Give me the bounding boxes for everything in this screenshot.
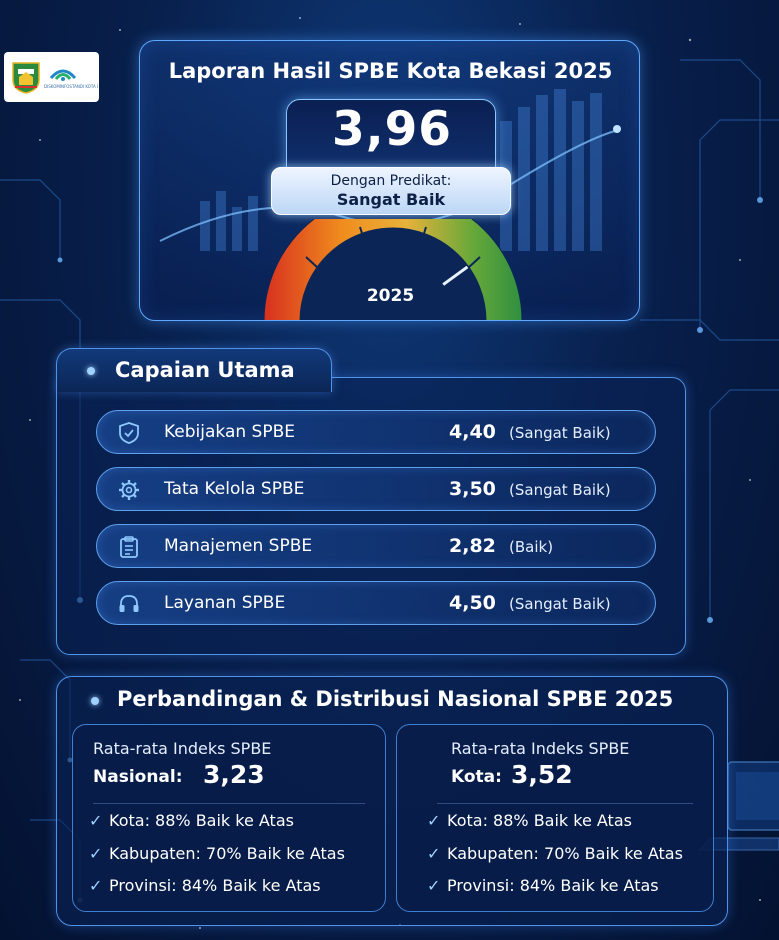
overall-score: 3,96 — [332, 102, 452, 157]
divider — [93, 803, 365, 804]
headset-icon — [119, 595, 139, 612]
divider — [437, 803, 693, 804]
capaian-tab: Capaian Utama — [56, 348, 332, 392]
list-item: ✓ Kabupaten: 70% Baik ke Atas — [427, 844, 683, 866]
capaian-name: Kebijakan SPBE — [164, 422, 296, 442]
list-item: ✓ Kota: 88% Baik ke Atas — [427, 811, 632, 833]
capaian-name: Layanan SPBE — [164, 593, 286, 613]
item-text: Provinsi: 84% Baik ke Atas — [109, 876, 321, 895]
check-icon: ✓ — [427, 844, 441, 863]
check-icon: ✓ — [89, 811, 103, 830]
card-label-sub: Nasional: — [93, 767, 183, 787]
predikat-label: Dengan Predikat: — [330, 173, 452, 189]
shield-check-icon — [119, 422, 139, 444]
item-text: Kota: 88% Baik ke Atas — [447, 811, 632, 830]
clipboard-icon — [120, 536, 138, 558]
tab-dot-icon — [87, 367, 95, 375]
comparison-card-nasional: Rata-rata Indeks SPBE Nasional: 3,23 ✓ Ko… — [72, 724, 386, 912]
capaian-predikat: (Baik) — [509, 538, 554, 556]
capaian-predikat: (Sangat Baik) — [509, 481, 611, 499]
card-value: 3,52 — [511, 760, 573, 789]
predikat-value: Sangat Baik — [336, 190, 446, 209]
comparison-card-kota: Rata-rata Indeks SPBE Kota: 3,52 ✓ Kota: … — [396, 724, 714, 912]
capaian-row-layanan: Layanan SPBE 4,50 (Sangat Baik) — [96, 581, 656, 625]
card-label-sub: Kota: — [451, 767, 502, 787]
capaian-score: 4,50 — [449, 592, 496, 614]
card-label: Rata-rata Indeks SPBE — [93, 739, 272, 758]
capaian-predikat: (Sangat Baik) — [509, 595, 611, 613]
capaian-row-tata-kelola: Tata Kelola SPBE 3,50 (Sangat Baik) — [96, 467, 656, 511]
gauge-needle — [442, 265, 469, 286]
capaian-name: Manajemen SPBE — [164, 536, 313, 556]
capaian-score: 3,50 — [449, 478, 496, 500]
capaian-name: Tata Kelola SPBE — [164, 479, 305, 499]
capaian-row-kebijakan: Kebijakan SPBE 4,40 (Sangat Baik) — [96, 410, 656, 454]
tab-dot-icon — [91, 697, 99, 705]
list-item: ✓ Provinsi: 84% Baik ke Atas — [427, 876, 659, 898]
list-item: ✓ Kabupaten: 70% Baik ke Atas — [89, 844, 345, 866]
list-item: ✓ Provinsi: 84% Baik ke Atas — [89, 876, 321, 898]
check-icon: ✓ — [427, 876, 441, 895]
capaian-predikat: (Sangat Baik) — [509, 424, 611, 442]
capaian-title: Capaian Utama — [115, 358, 295, 382]
summary-panel: Laporan Hasil SPBE Kota Bekasi 2025 3,96… — [139, 40, 640, 321]
card-value: 3,23 — [203, 760, 265, 789]
card-label: Rata-rata Indeks SPBE — [451, 739, 630, 758]
capaian-row-manajemen: Manajemen SPBE 2,82 (Baik) — [96, 524, 656, 568]
wifi-logo-icon — [49, 69, 77, 81]
logo-text: DISKOMINFOSTANDI KOTA BEKASI — [44, 84, 98, 89]
list-item: ✓ Kota: 88% Baik ke Atas — [89, 811, 294, 833]
perbandingan-title: Perbandingan & Distribusi Nasional SPBE … — [117, 687, 674, 711]
report-title: Laporan Hasil SPBE Kota Bekasi 2025 — [168, 59, 613, 83]
predikat-box: Dengan Predikat: Sangat Baik — [271, 167, 511, 215]
capaian-score: 4,40 — [449, 421, 496, 443]
item-text: Kabupaten: 70% Baik ke Atas — [109, 844, 345, 863]
check-icon: ✓ — [89, 876, 103, 895]
logo: DISKOMINFOSTANDI KOTA BEKASI — [4, 52, 99, 102]
score-gauge — [263, 219, 523, 320]
gauge-year: 2025 — [366, 286, 415, 306]
item-text: Provinsi: 84% Baik ke Atas — [447, 876, 659, 895]
gear-icon — [119, 480, 139, 500]
capaian-score: 2,82 — [449, 535, 496, 557]
check-icon: ✓ — [427, 811, 441, 830]
check-icon: ✓ — [89, 844, 103, 863]
item-text: Kota: 88% Baik ke Atas — [109, 811, 294, 830]
city-emblem-icon — [12, 62, 40, 94]
item-text: Kabupaten: 70% Baik ke Atas — [447, 844, 683, 863]
